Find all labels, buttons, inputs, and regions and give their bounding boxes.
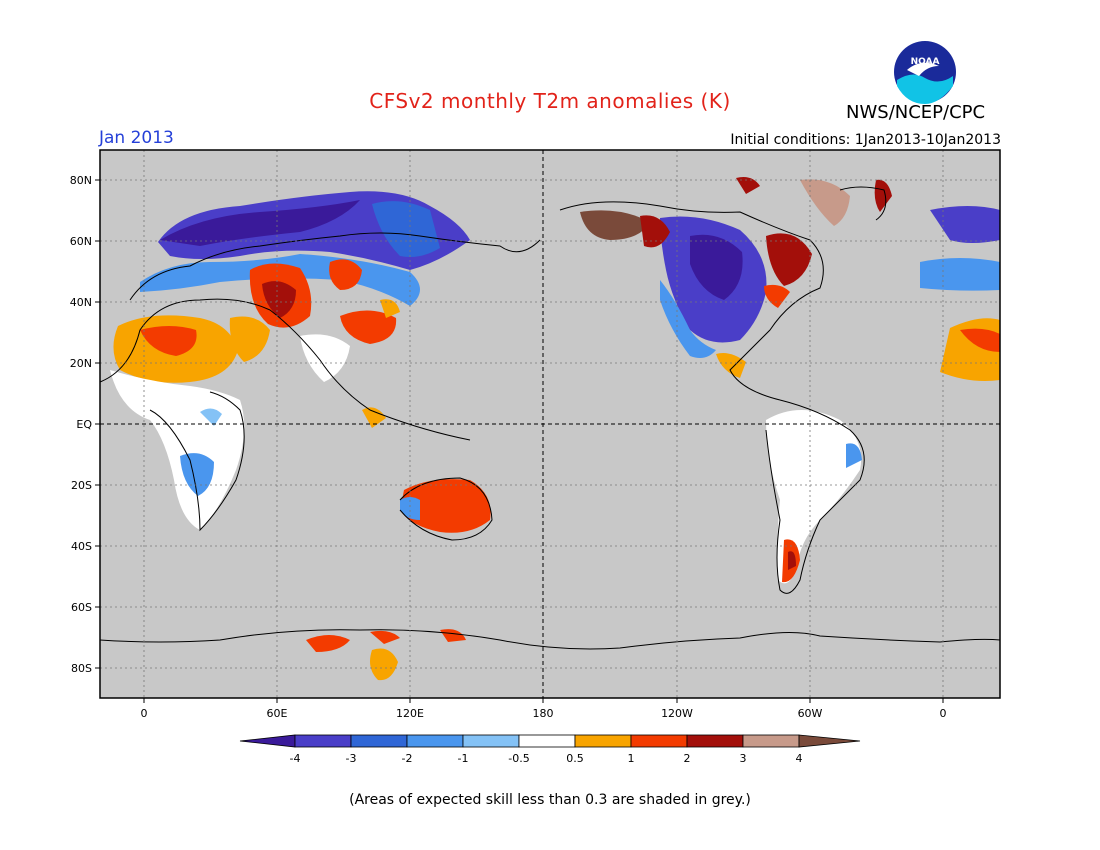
equator-dateline [100, 150, 1000, 698]
colorbar-swatch [574, 734, 632, 748]
lon-label: 120E [396, 707, 424, 720]
noaa-logo: NOAA [894, 41, 956, 104]
lon-label: 60E [267, 707, 288, 720]
colorbar-swatch [630, 734, 688, 748]
colorbar-labels: -4 -3 -2 -1 -0.5 0.5 1 2 3 4 [290, 752, 803, 765]
logo-text: NOAA [911, 57, 940, 67]
initial-conditions-label: Initial conditions: 1Jan2013-10Jan2013 [730, 132, 1001, 148]
colorbar-swatch [798, 734, 861, 748]
lon-label: 0 [141, 707, 148, 720]
colorbar-swatch [742, 734, 800, 748]
map-title: CFSv2 monthly T2m anomalies (K) [369, 89, 731, 113]
lon-label: 120W [661, 707, 693, 720]
anomaly-fields [110, 177, 1000, 681]
lat-label: 40N [70, 296, 92, 309]
lon-label: 180 [533, 707, 554, 720]
colorbar-label: 0.5 [566, 752, 584, 765]
axis-ticks [95, 179, 944, 703]
colorbar-label: -4 [290, 752, 301, 765]
colorbar [239, 734, 861, 748]
lat-label: 80S [71, 662, 92, 675]
lat-label: EQ [76, 418, 92, 431]
colorbar-swatch [462, 734, 520, 748]
month-label: Jan 2013 [99, 128, 174, 148]
lon-label: 0 [940, 707, 947, 720]
lat-label: 40S [71, 540, 92, 553]
lat-label: 80N [70, 174, 92, 187]
colorbar-swatch [350, 734, 408, 748]
agency-label: NWS/NCEP/CPC [846, 102, 986, 123]
colorbar-label: -0.5 [508, 752, 529, 765]
graticule [100, 150, 1000, 698]
colorbar-swatch [686, 734, 744, 748]
longitude-labels: 0 60E 120E 180 120W 60W 0 [141, 707, 947, 720]
colorbar-label: 2 [684, 752, 691, 765]
colorbar-label: 3 [740, 752, 747, 765]
lat-label: 20N [70, 357, 92, 370]
lat-label: 20S [71, 479, 92, 492]
colorbar-label: -1 [458, 752, 469, 765]
colorbar-swatch [239, 734, 296, 748]
lat-label: 60N [70, 235, 92, 248]
colorbar-label: -2 [402, 752, 413, 765]
colorbar-swatch [406, 734, 464, 748]
colorbar-swatch [518, 734, 576, 748]
lon-label: 60W [798, 707, 823, 720]
coastlines [100, 186, 1000, 650]
caption: (Areas of expected skill less than 0.3 a… [349, 792, 751, 808]
lat-label: 60S [71, 601, 92, 614]
colorbar-label: 1 [628, 752, 635, 765]
latitude-labels: 80N 60N 40N 20N EQ 20S 40S 60S 80S [70, 174, 93, 675]
colorbar-swatch [294, 734, 352, 748]
colorbar-label: -3 [346, 752, 357, 765]
colorbar-label: 4 [796, 752, 803, 765]
